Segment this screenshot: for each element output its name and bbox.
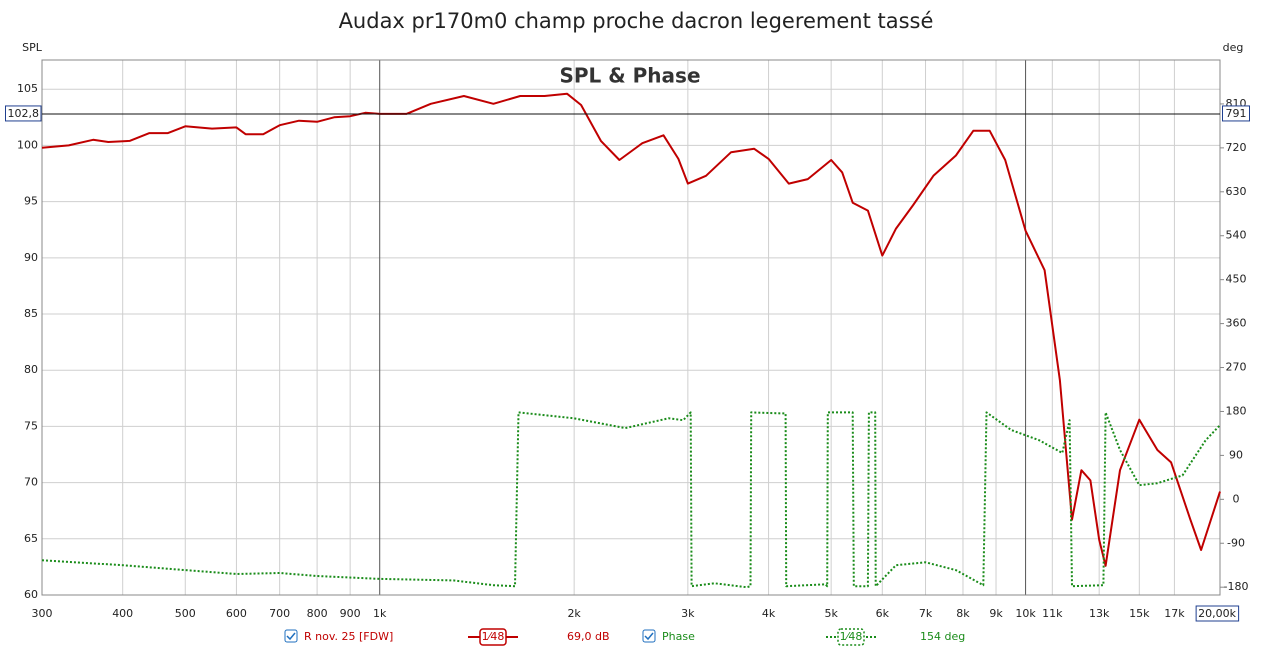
legend: R nov. 25 [FDW] 1⁄48 69,0 dB Phase 1⁄48 … xyxy=(284,628,965,646)
y-tick-label: 85 xyxy=(24,307,38,320)
y2-tick-label: 180 xyxy=(1226,404,1247,417)
x-tick-label: 400 xyxy=(112,607,133,620)
chart-subtitle: SPL & Phase xyxy=(559,64,700,88)
checkbox[interactable] xyxy=(642,629,656,643)
x-tick-label: 13k xyxy=(1089,607,1110,620)
y-tick-label: 65 xyxy=(24,532,38,545)
smoothing-box[interactable] xyxy=(479,628,507,646)
checkbox[interactable] xyxy=(284,629,298,643)
y-tick-label: 70 xyxy=(24,476,38,489)
legend-label: Phase xyxy=(662,630,695,643)
x-tick-label: 4k xyxy=(762,607,776,620)
y2-tick-label: 270 xyxy=(1226,361,1247,374)
readout: 154 deg xyxy=(920,630,965,643)
y-tick-label: 90 xyxy=(24,251,38,264)
x-tick-label: 8k xyxy=(956,607,970,620)
legend-label: R nov. 25 [FDW] xyxy=(304,630,393,643)
phase-line xyxy=(41,411,1221,589)
x-tick-label: 600 xyxy=(226,607,247,620)
x-tick-label: 11k xyxy=(1042,607,1063,620)
y2-tick-label: 450 xyxy=(1226,273,1247,286)
readout: 69,0 dB xyxy=(567,630,610,643)
x-tick-label: 800 xyxy=(307,607,328,620)
y2-tick-label: 540 xyxy=(1226,229,1247,242)
check-mark xyxy=(286,632,296,641)
y-tick-label: 80 xyxy=(24,363,38,376)
cursor-box xyxy=(1195,605,1240,622)
spl-line xyxy=(41,92,1221,567)
x-tick-label: 1k xyxy=(373,607,387,620)
x-tick-label: 700 xyxy=(269,607,290,620)
x-tick-label: 300 xyxy=(32,607,53,620)
y2-tick-label: -90 xyxy=(1227,536,1245,549)
x-tick-label: 3k xyxy=(681,607,695,620)
y2-tick-label: 90 xyxy=(1229,448,1243,461)
y2-tick-label: 360 xyxy=(1226,317,1247,330)
y2-axis-label: deg xyxy=(1223,41,1244,54)
check-mark xyxy=(644,632,654,641)
y2-tick-label: -180 xyxy=(1224,580,1249,593)
y-tick-label: 105 xyxy=(17,82,38,95)
y2-tick-label: 0 xyxy=(1233,492,1240,505)
y-tick-label: 60 xyxy=(24,588,38,601)
y2-tick-label: 630 xyxy=(1226,185,1247,198)
chart-title: Audax pr170m0 champ proche dacron legere… xyxy=(339,9,934,33)
x-tick-label: 15k xyxy=(1129,607,1150,620)
cursor-label: 102,8 xyxy=(8,107,40,120)
y-tick-label: 75 xyxy=(24,419,38,432)
plot-frame xyxy=(41,59,1221,596)
smoothing-label: 1⁄48 xyxy=(482,630,505,643)
x-tick-label: 20,00k xyxy=(1198,607,1236,620)
y2-tick-label: 720 xyxy=(1226,141,1247,154)
x-tick-label: 6k xyxy=(876,607,890,620)
x-tick-label: 500 xyxy=(175,607,196,620)
grid xyxy=(41,60,1221,596)
cursor-box xyxy=(1222,105,1250,122)
x-tick-label: 900 xyxy=(340,607,361,620)
cursor-box xyxy=(5,105,42,122)
x-tick-label: 7k xyxy=(919,607,933,620)
x-tick-label: 10k xyxy=(1015,607,1036,620)
y-tick-label: 95 xyxy=(24,195,38,208)
y-tick-label: 100 xyxy=(17,138,38,151)
x-tick-label: 5k xyxy=(824,607,838,620)
cursor-y2-label: 791 xyxy=(1226,107,1247,120)
x-tick-label: 9k xyxy=(989,607,1003,620)
x-tick-label: 17k xyxy=(1164,607,1185,620)
smoothing-box[interactable] xyxy=(837,628,865,646)
y-axis-label: SPL xyxy=(22,41,43,54)
smoothing-label: 1⁄48 xyxy=(840,630,863,643)
x-tick-label: 2k xyxy=(567,607,581,620)
